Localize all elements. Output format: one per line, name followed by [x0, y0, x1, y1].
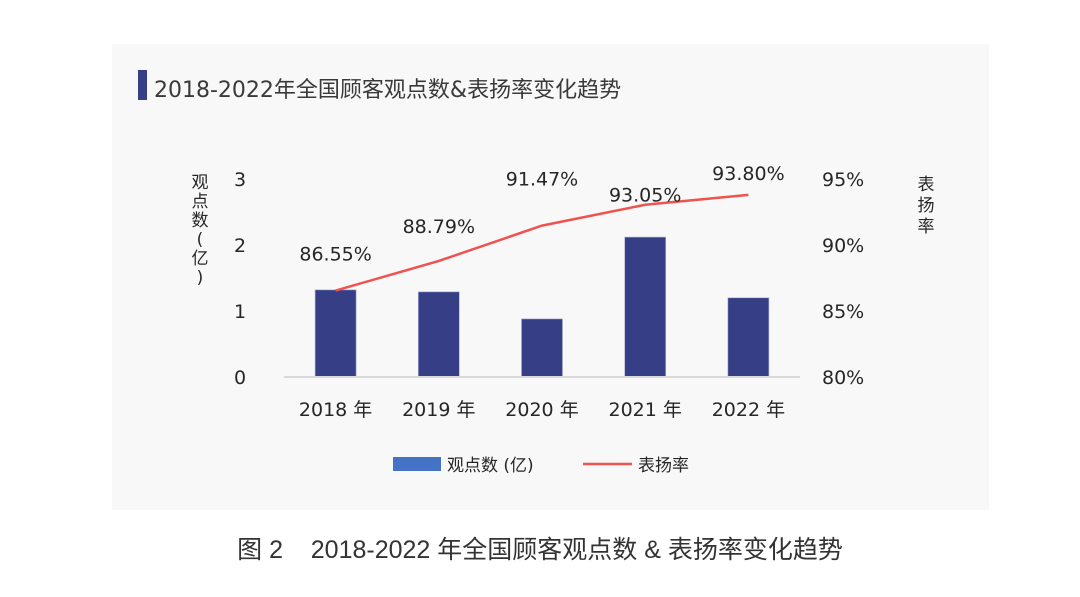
y2-tick-label: 80% [822, 367, 864, 389]
rate-data-label: 93.80% [712, 163, 784, 185]
x-tick-label: 2019 年 [402, 399, 475, 421]
y-tick-label: 3 [234, 169, 246, 191]
y-axis-title: 观点数(亿) [192, 173, 209, 288]
x-tick-label: 2018 年 [299, 399, 372, 421]
chart-title: 2018-2022年全国顾客观点数&表扬率变化趋势 [154, 78, 622, 103]
y-tick-label: 0 [234, 367, 246, 389]
y2-tick-label: 85% [822, 301, 864, 323]
bar-2022 [727, 297, 770, 378]
y2-tick-label: 95% [822, 169, 864, 191]
bar-2020 [521, 318, 563, 378]
bar-2021 [624, 236, 667, 378]
rate-line-series [335, 193, 749, 292]
title-accent-bar [138, 70, 147, 100]
y2-axis-title: 表扬率 [918, 175, 935, 237]
bar-2019 [417, 291, 460, 378]
rate-data-label: 93.05% [609, 185, 681, 207]
x-tick-label: 2022 年 [712, 399, 785, 421]
x-tick-label: 2020 年 [505, 399, 578, 421]
x-tick-label: 2021 年 [608, 399, 681, 421]
rate-data-label: 91.47% [506, 169, 578, 191]
legend-bar-label: 观点数 (亿) [447, 456, 534, 476]
chart-panel [112, 44, 989, 510]
figure-caption: 图 2 2018-2022 年全国顾客观点数 & 表扬率变化趋势 [237, 536, 843, 564]
bar-2018 [314, 289, 357, 378]
y-tick-label: 2 [234, 235, 246, 257]
legend-line-label: 表扬率 [638, 456, 689, 476]
legend-bar-swatch [393, 457, 441, 471]
rate-data-label: 86.55% [299, 244, 371, 266]
y-tick-label: 1 [234, 301, 246, 323]
rate-data-label: 88.79% [403, 216, 475, 238]
y2-tick-label: 90% [822, 235, 864, 257]
